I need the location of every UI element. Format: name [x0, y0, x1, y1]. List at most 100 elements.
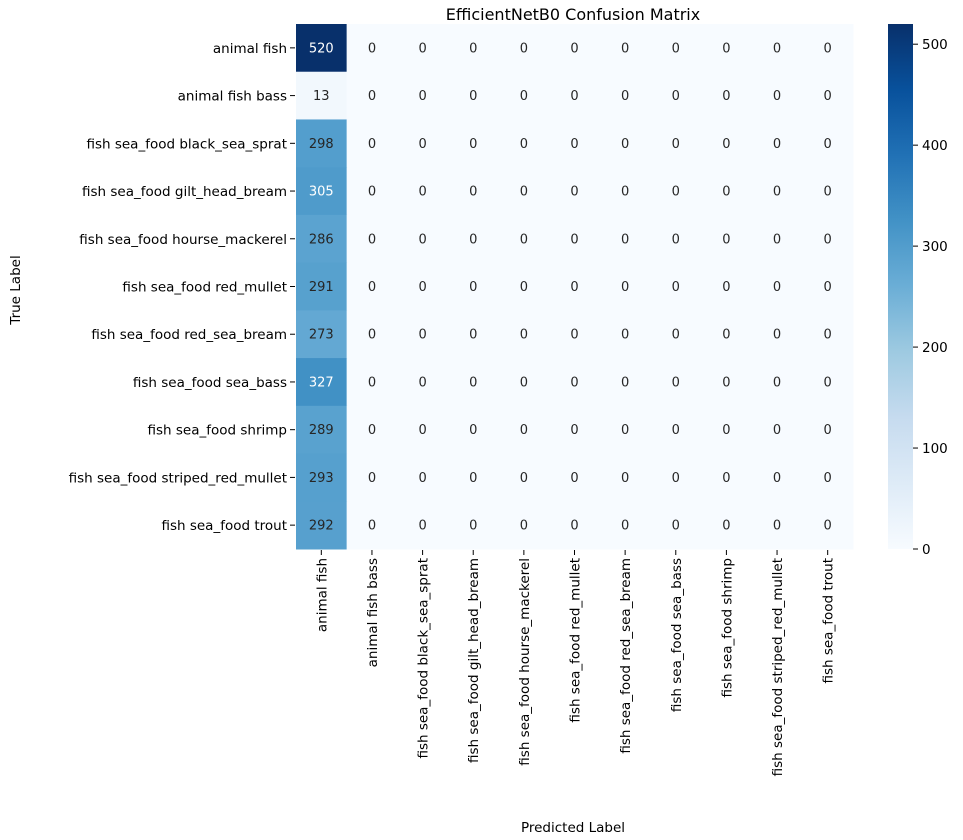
colorbar-tick-label: 500 — [922, 37, 948, 53]
heatmap-cell — [549, 167, 601, 216]
heatmap-cell — [346, 214, 398, 264]
cell-value-label: 0 — [570, 328, 578, 343]
y-axis-label: True Label — [8, 255, 24, 325]
heatmap-cell — [751, 167, 803, 216]
cell-value-label: 0 — [824, 89, 832, 104]
cell-value-label: 0 — [621, 519, 629, 534]
cell-value-label: 0 — [672, 328, 680, 343]
heatmap-cell — [397, 310, 449, 359]
cell-value-label: 0 — [418, 375, 426, 390]
heatmap-cell — [701, 405, 753, 455]
cell-value-label: 0 — [520, 137, 528, 152]
heatmap-cell — [650, 167, 702, 216]
heatmap-cell — [498, 167, 550, 216]
cell-value-label: 0 — [672, 185, 680, 200]
heatmap-cell — [498, 214, 550, 264]
chart-title: EfficientNetB0 Confusion Matrix — [446, 5, 700, 24]
cell-value-label: 0 — [773, 185, 781, 200]
cell-value-label: 0 — [469, 280, 477, 295]
cell-value-label: 0 — [520, 519, 528, 534]
cell-value-label: 0 — [773, 232, 781, 247]
heatmap-cell — [397, 214, 449, 264]
cell-value-label: 0 — [824, 519, 832, 534]
heatmap-cell — [802, 262, 854, 311]
heatmap-cell — [599, 71, 651, 120]
cell-value-label: 0 — [672, 375, 680, 390]
cell-value-label: 0 — [418, 185, 426, 200]
colorbar-tick-label: 0 — [922, 542, 931, 558]
cell-value-label: 0 — [368, 41, 376, 56]
heatmap-cell — [802, 358, 854, 407]
heatmap-cell — [549, 501, 601, 550]
heatmap-cell — [296, 24, 348, 73]
cell-value-label: 0 — [722, 423, 730, 438]
cell-value-label: 0 — [520, 328, 528, 343]
heatmap-cell — [650, 262, 702, 311]
cell-value-label: 0 — [621, 423, 629, 438]
heatmap-cell — [599, 119, 651, 168]
heatmap-cell — [599, 214, 651, 264]
cell-value-label: 0 — [418, 41, 426, 56]
cell-value-label: 0 — [570, 375, 578, 390]
y-tick-label: fish sea_food sea_bass — [133, 375, 287, 391]
heatmap-cell — [296, 71, 348, 120]
heatmap-cell — [346, 24, 398, 73]
cell-value-label: 0 — [570, 185, 578, 200]
cell-value-label: 0 — [418, 471, 426, 486]
heatmap-cell — [650, 24, 702, 73]
heatmap-cell — [751, 405, 803, 455]
cell-value-label: 0 — [368, 232, 376, 247]
heatmap-cell — [549, 24, 601, 73]
heatmap-cell — [599, 405, 651, 455]
heatmap-cell — [751, 262, 803, 311]
cell-value-label: 0 — [570, 519, 578, 534]
cell-value-label: 0 — [672, 519, 680, 534]
heatmap-cell — [397, 405, 449, 455]
cell-value-label: 0 — [621, 471, 629, 486]
heatmap-cell — [599, 262, 651, 311]
heatmap-cell — [296, 358, 348, 407]
cell-value-label: 0 — [672, 423, 680, 438]
cell-value-label: 0 — [520, 89, 528, 104]
heatmap-cell — [346, 358, 398, 407]
cell-value-label: 0 — [570, 41, 578, 56]
heatmap-cell — [447, 310, 500, 359]
cell-value-label: 298 — [309, 137, 334, 152]
y-tick-label: fish sea_food red_sea_bream — [91, 327, 287, 343]
heatmap-cell — [701, 119, 753, 168]
heatmap-cell — [650, 501, 702, 550]
cell-value-label: 0 — [520, 280, 528, 295]
y-tick-label: fish sea_food black_sea_sprat — [86, 136, 287, 152]
cell-value-label: 0 — [722, 519, 730, 534]
cell-value-label: 0 — [520, 41, 528, 56]
y-tick-label: animal fish bass — [178, 89, 287, 105]
cell-value-label: 0 — [672, 137, 680, 152]
heatmap-cell — [397, 119, 449, 168]
heatmap-cell — [802, 405, 854, 455]
x-tick-label: fish sea_food red_mullet — [568, 558, 584, 723]
cell-value-label: 0 — [824, 375, 832, 390]
heatmap-cell — [498, 358, 550, 407]
heatmap-cell — [701, 262, 753, 311]
x-tick-label: fish sea_food hourse_mackerel — [517, 558, 533, 766]
y-tick-label: fish sea_food hourse_mackerel — [79, 232, 287, 248]
heatmap-cell — [802, 310, 854, 359]
heatmap-cell — [701, 214, 753, 264]
cell-value-label: 0 — [368, 89, 376, 104]
cell-value-label: 0 — [418, 89, 426, 104]
cell-value-label: 293 — [309, 471, 334, 486]
heatmap-cell — [599, 453, 651, 502]
cell-value-label: 0 — [520, 423, 528, 438]
cell-value-label: 0 — [368, 280, 376, 295]
heatmap-cell — [447, 119, 500, 168]
heatmap-cell — [549, 310, 601, 359]
cell-value-label: 0 — [418, 137, 426, 152]
heatmap-cell — [549, 119, 601, 168]
y-tick-label: fish sea_food trout — [161, 518, 287, 534]
heatmap-cell — [498, 262, 550, 311]
x-tick-label: fish sea_food black_sea_sprat — [416, 558, 432, 759]
heatmap-cell — [751, 24, 803, 73]
y-tick-label: fish sea_food gilt_head_bream — [82, 184, 287, 200]
heatmap-cell — [447, 262, 500, 311]
heatmap-cell — [802, 167, 854, 216]
